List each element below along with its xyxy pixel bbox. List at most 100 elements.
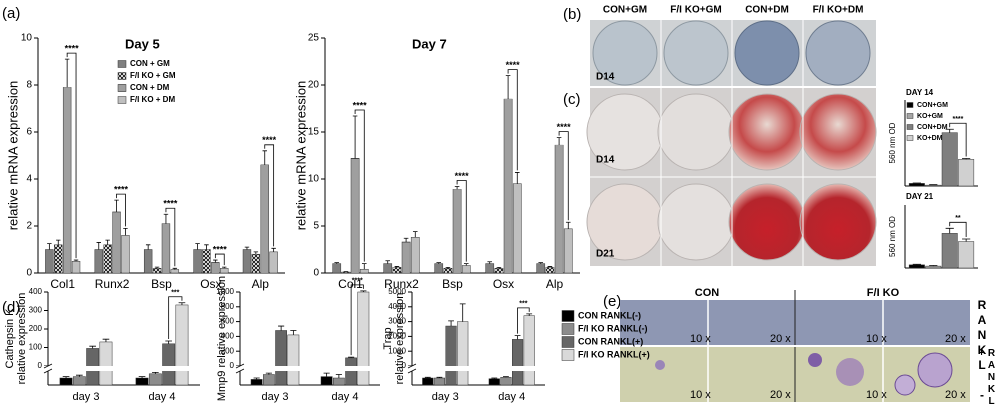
error-bar (145, 244, 151, 250)
legend-label: F/I KO RANKL(+) (578, 349, 650, 359)
bar (500, 377, 512, 386)
error-bar (348, 356, 355, 358)
bar (161, 223, 171, 274)
bar (320, 376, 333, 386)
error-bar (448, 320, 454, 327)
magnification: 20 x (770, 389, 791, 401)
y-tick-label: 15 (308, 127, 320, 138)
y-tick-label: 0 (38, 361, 43, 370)
significance-label: **** (163, 199, 178, 209)
significance-bracket (517, 307, 530, 334)
y-tick-label: 5 (313, 221, 319, 232)
x-tick-label: day 4 (149, 391, 176, 403)
bar (422, 377, 434, 386)
magnification: 20 x (770, 333, 791, 345)
bar (152, 268, 162, 274)
error-bar (204, 244, 209, 250)
bar (536, 263, 546, 274)
bar (333, 377, 345, 386)
legend-swatch (561, 336, 575, 348)
well (592, 20, 658, 86)
error-bar (436, 262, 442, 264)
significance-label: **** (353, 100, 368, 110)
y-tick-label: 300 (29, 306, 43, 315)
osteoclast (917, 352, 953, 388)
panel-label: (e) (603, 293, 621, 310)
micrograph-grid-e: CON F/I KO 10 x 20 x 10 x 20 x 10 x 20 x… (620, 287, 970, 402)
y-axis-label: 560 nm OD (888, 216, 897, 257)
error-bar (334, 262, 340, 264)
error-bar (962, 158, 971, 160)
x-tick-label: Bsp (151, 277, 172, 291)
error-bar (514, 335, 521, 340)
significance-label: **** (557, 122, 572, 132)
error-bar (412, 231, 418, 238)
error-bar (385, 260, 391, 264)
bar (269, 251, 278, 274)
error-bar (526, 313, 533, 316)
bar (220, 268, 229, 274)
error-bar (945, 128, 954, 133)
y-axis-label: relative mRNA expression (293, 81, 308, 231)
legend-swatch (561, 349, 575, 361)
y-tick-label: 0 (230, 361, 235, 370)
error-bar (89, 345, 96, 349)
bar (523, 315, 535, 386)
legend-swatch (906, 102, 914, 108)
error-bar (73, 259, 79, 262)
y-axis-label: relative mRNA expression (5, 81, 20, 231)
error-bar (463, 263, 469, 266)
legend-label: CON+GM (917, 102, 948, 109)
bar (433, 377, 445, 386)
significance-label: **** (65, 44, 80, 54)
error-bar (178, 302, 186, 305)
axis-break-mark (407, 363, 417, 374)
error-bar (165, 340, 172, 344)
legend-swatch (906, 113, 914, 119)
significance-label: *** (519, 301, 527, 308)
chart-title: DAY 21 (906, 192, 934, 201)
bar (287, 334, 300, 386)
bar (263, 374, 275, 386)
well (663, 20, 729, 86)
axis-break-mark (43, 363, 53, 374)
y-tick-label: 2000 (388, 332, 406, 341)
well (734, 20, 800, 86)
legend-label: F/I KO + DM (130, 95, 175, 104)
column-label: F/I KO (867, 287, 900, 299)
significance-bracket (116, 193, 126, 227)
x-tick-label: day 4 (498, 391, 525, 403)
chart-title: Day 7 (412, 36, 447, 51)
legend-swatch (906, 124, 914, 130)
x-tick-label: Bsp (442, 277, 463, 291)
error-bar (172, 267, 178, 270)
x-tick-label: day 3 (73, 391, 100, 403)
bar (357, 291, 370, 386)
bar (143, 249, 153, 274)
error-bar (244, 246, 250, 250)
y-tick-label: 4000 (388, 302, 406, 311)
bar (112, 211, 121, 274)
bar (443, 268, 453, 274)
error-bar (56, 239, 61, 245)
legend-label: F/I KO RANKL(-) (578, 323, 648, 333)
bar (563, 228, 573, 274)
x-tick-label: Col1 (338, 277, 363, 291)
y-tick-label: 200 (29, 324, 43, 333)
significance-bracket (354, 109, 365, 262)
legend-swatch (561, 310, 575, 322)
legend-label: CON + DM (130, 83, 170, 92)
significance-label: **** (455, 171, 470, 181)
error-bar (76, 374, 83, 377)
bar (345, 357, 357, 386)
significance-bracket (949, 221, 967, 238)
error-bar (253, 377, 260, 380)
error-bar (538, 262, 544, 264)
error-bar (138, 376, 146, 378)
chart: DAY 21 560 nm OD ** (888, 192, 978, 269)
column-label: CON (695, 287, 720, 299)
bar (410, 237, 420, 274)
row-label: D14 (596, 72, 615, 83)
